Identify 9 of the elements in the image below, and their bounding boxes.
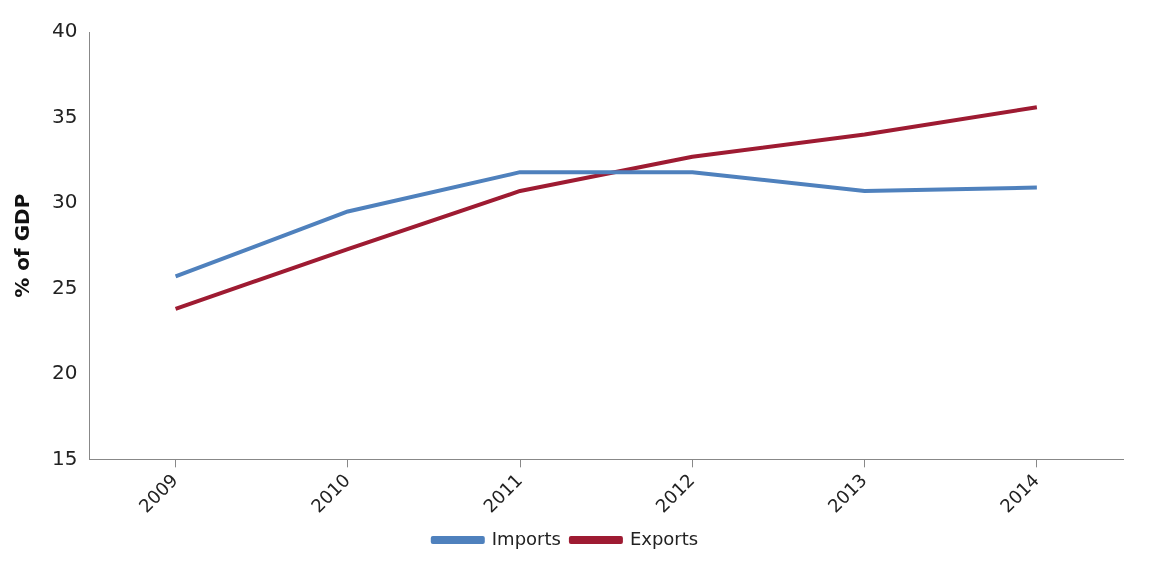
y-tick-label: 15 — [52, 445, 78, 470]
y-tick-label: 20 — [52, 360, 78, 385]
y-tick-label: 35 — [52, 103, 78, 128]
y-tick-label: 30 — [52, 189, 78, 214]
legend-label: Imports — [491, 527, 561, 549]
y-tick-label: 40 — [52, 18, 78, 43]
y-axis-title: % of GDP — [10, 193, 35, 298]
y-tick-label: 25 — [52, 274, 78, 299]
legend-label: Exports — [629, 527, 699, 549]
